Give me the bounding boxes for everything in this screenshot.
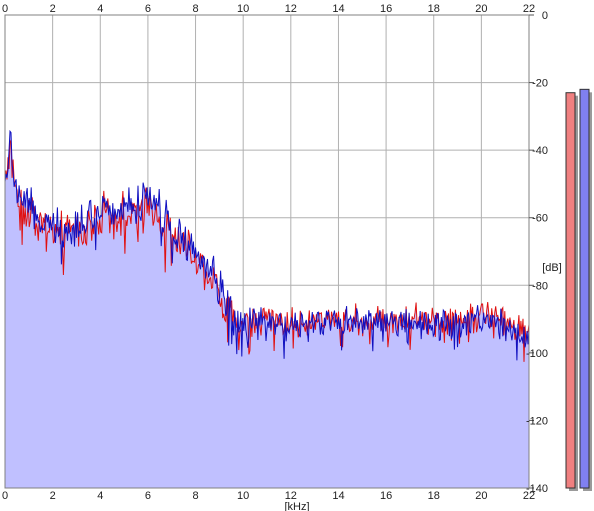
x-tick-label-bottom: 8 [192,490,198,502]
x-tick-label-bottom: 4 [97,490,103,502]
y-tick-label: -60 [532,213,548,225]
x-tick-label-bottom: 20 [475,490,487,502]
x-tick-label-bottom: 12 [285,490,297,502]
y-axis-label: [dB] [542,262,562,274]
x-tick-label-top: 4 [97,3,103,15]
x-tick-label-bottom: 22 [523,490,535,502]
x-axis-label: [kHz] [284,501,309,511]
x-tick-label-top: 16 [380,3,392,15]
x-tick-label-bottom: 10 [237,490,249,502]
x-tick-label-top: 8 [192,3,198,15]
y-tick-label: -100 [526,348,548,360]
level-meter-bar [579,88,590,489]
level-meters [565,88,592,491]
level-meter-bar [565,92,576,489]
x-tick-labels-bottom: 0 2 4 6 8 10 12 14 16 18 20 22 [2,490,535,502]
x-tick-label-top: 14 [332,3,344,15]
y-tick-label: -20 [532,78,548,90]
x-tick-labels-top: 0 2 4 6 8 10 12 14 16 18 20 22 [2,3,535,15]
x-tick-label-top: 6 [145,3,151,15]
x-tick-label-bottom: 2 [50,490,56,502]
x-tick-label-top: 20 [475,3,487,15]
x-tick-label-bottom: 14 [332,490,344,502]
y-tick-labels: 0 -20 -40 -60 -80 -100 -120 -140 [526,10,548,495]
y-tick-label: -80 [532,280,548,292]
x-tick-label-bottom: 6 [145,490,151,502]
y-tick-label: 0 [542,10,548,22]
x-tick-label-top: 18 [428,3,440,15]
y-tick-label: -120 [526,415,548,427]
series-blue-line [4,129,530,361]
x-tick-label-top: 12 [285,3,297,15]
x-tick-label-bottom: 18 [428,490,440,502]
x-tick-label-top: 0 [2,3,8,15]
x-tick-label-top: 2 [50,3,56,15]
x-tick-label-bottom: 16 [380,490,392,502]
y-tick-label: -140 [526,483,548,495]
plot-border [4,14,530,489]
x-tick-label-bottom: 0 [2,490,8,502]
x-tick-label-top: 10 [237,3,249,15]
x-tick-label-top: 22 [523,3,535,15]
y-tick-label: -40 [532,145,548,157]
